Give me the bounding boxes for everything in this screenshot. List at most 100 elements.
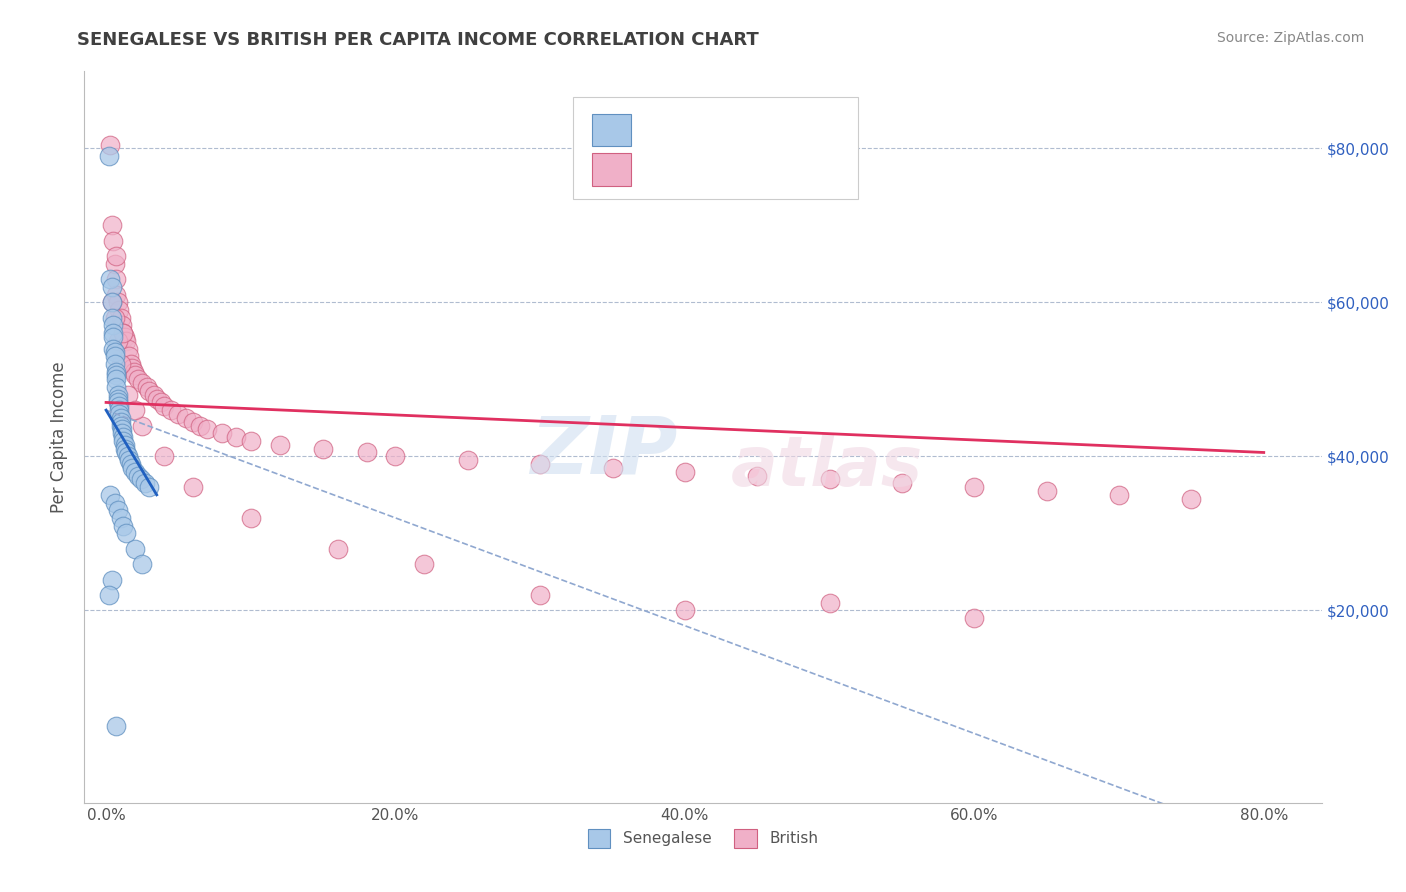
Point: [673, 603, 696, 617]
Point: [110, 511, 132, 525]
Point: [115, 334, 138, 348]
Point: [107, 388, 129, 402]
Point: [181, 415, 204, 429]
Point: [384, 450, 406, 464]
Point: [529, 588, 551, 602]
Point: [108, 403, 131, 417]
Point: [138, 384, 160, 398]
Point: [115, 526, 138, 541]
Point: [110, 415, 132, 429]
Point: [114, 438, 136, 452]
Point: [818, 472, 841, 486]
Point: [356, 445, 378, 459]
Point: [818, 596, 841, 610]
Point: [111, 426, 134, 441]
Point: [107, 503, 129, 517]
Text: R = -0.065   N = 52: R = -0.065 N = 52: [644, 121, 801, 136]
Point: [108, 399, 131, 413]
Point: [105, 380, 128, 394]
Point: [101, 295, 124, 310]
Text: atlas: atlas: [731, 433, 922, 500]
Point: [104, 495, 127, 509]
Y-axis label: Per Capita Income: Per Capita Income: [51, 361, 69, 513]
Point: [103, 330, 125, 344]
Point: [108, 303, 131, 318]
Point: [131, 376, 153, 391]
Point: [100, 137, 122, 152]
Point: [413, 557, 436, 571]
Point: [105, 365, 128, 379]
Point: [150, 395, 173, 409]
Point: [110, 410, 132, 425]
Point: [112, 518, 135, 533]
Point: [211, 426, 233, 441]
Point: [131, 557, 153, 571]
Point: [114, 442, 136, 456]
Point: [129, 472, 152, 486]
Point: [104, 257, 127, 271]
Point: [153, 450, 176, 464]
Point: [101, 295, 124, 310]
Point: [326, 541, 349, 556]
Point: [105, 287, 128, 301]
Point: [112, 326, 135, 340]
Point: [153, 399, 176, 413]
FancyBboxPatch shape: [574, 97, 858, 200]
FancyBboxPatch shape: [592, 114, 631, 146]
Point: [225, 430, 247, 444]
Point: [891, 476, 914, 491]
Point: [103, 318, 125, 333]
Point: [97, 588, 120, 602]
Point: [97, 149, 120, 163]
Point: [1180, 491, 1202, 506]
Point: [269, 438, 291, 452]
Point: [195, 422, 218, 436]
Point: [101, 310, 124, 325]
Point: [122, 365, 145, 379]
Point: [115, 445, 138, 459]
Text: SENEGALESE VS BRITISH PER CAPITA INCOME CORRELATION CHART: SENEGALESE VS BRITISH PER CAPITA INCOME …: [77, 31, 759, 49]
Point: [108, 407, 131, 421]
Point: [142, 388, 165, 402]
Point: [111, 422, 134, 436]
Point: [124, 541, 146, 556]
Point: [110, 418, 132, 433]
Point: [105, 372, 128, 386]
Point: [107, 295, 129, 310]
Point: [112, 430, 135, 444]
Text: R = -0.071   N = 69: R = -0.071 N = 69: [644, 161, 801, 176]
Point: [117, 450, 139, 464]
Point: [131, 418, 153, 433]
Point: [100, 488, 122, 502]
Point: [112, 434, 135, 448]
Point: [101, 219, 124, 233]
Point: [121, 461, 143, 475]
Point: [117, 388, 139, 402]
Point: [181, 480, 204, 494]
Point: [239, 511, 262, 525]
Point: [602, 461, 624, 475]
Point: [118, 453, 141, 467]
Point: [239, 434, 262, 448]
Point: [110, 357, 132, 371]
Point: [312, 442, 335, 456]
Point: [104, 349, 127, 363]
Point: [103, 326, 125, 340]
Point: [112, 326, 135, 340]
Point: [1035, 483, 1057, 498]
Point: [747, 468, 769, 483]
Point: [127, 468, 149, 483]
Point: [105, 249, 128, 263]
Point: [145, 392, 167, 406]
Point: [104, 310, 127, 325]
Point: [673, 465, 696, 479]
Point: [105, 719, 128, 733]
Point: [120, 457, 142, 471]
Point: [167, 407, 190, 421]
Legend: Senegalese, British: Senegalese, British: [582, 822, 824, 854]
Point: [111, 318, 134, 333]
Point: [110, 310, 132, 325]
Point: [101, 280, 124, 294]
Point: [138, 480, 160, 494]
Point: [1108, 488, 1130, 502]
